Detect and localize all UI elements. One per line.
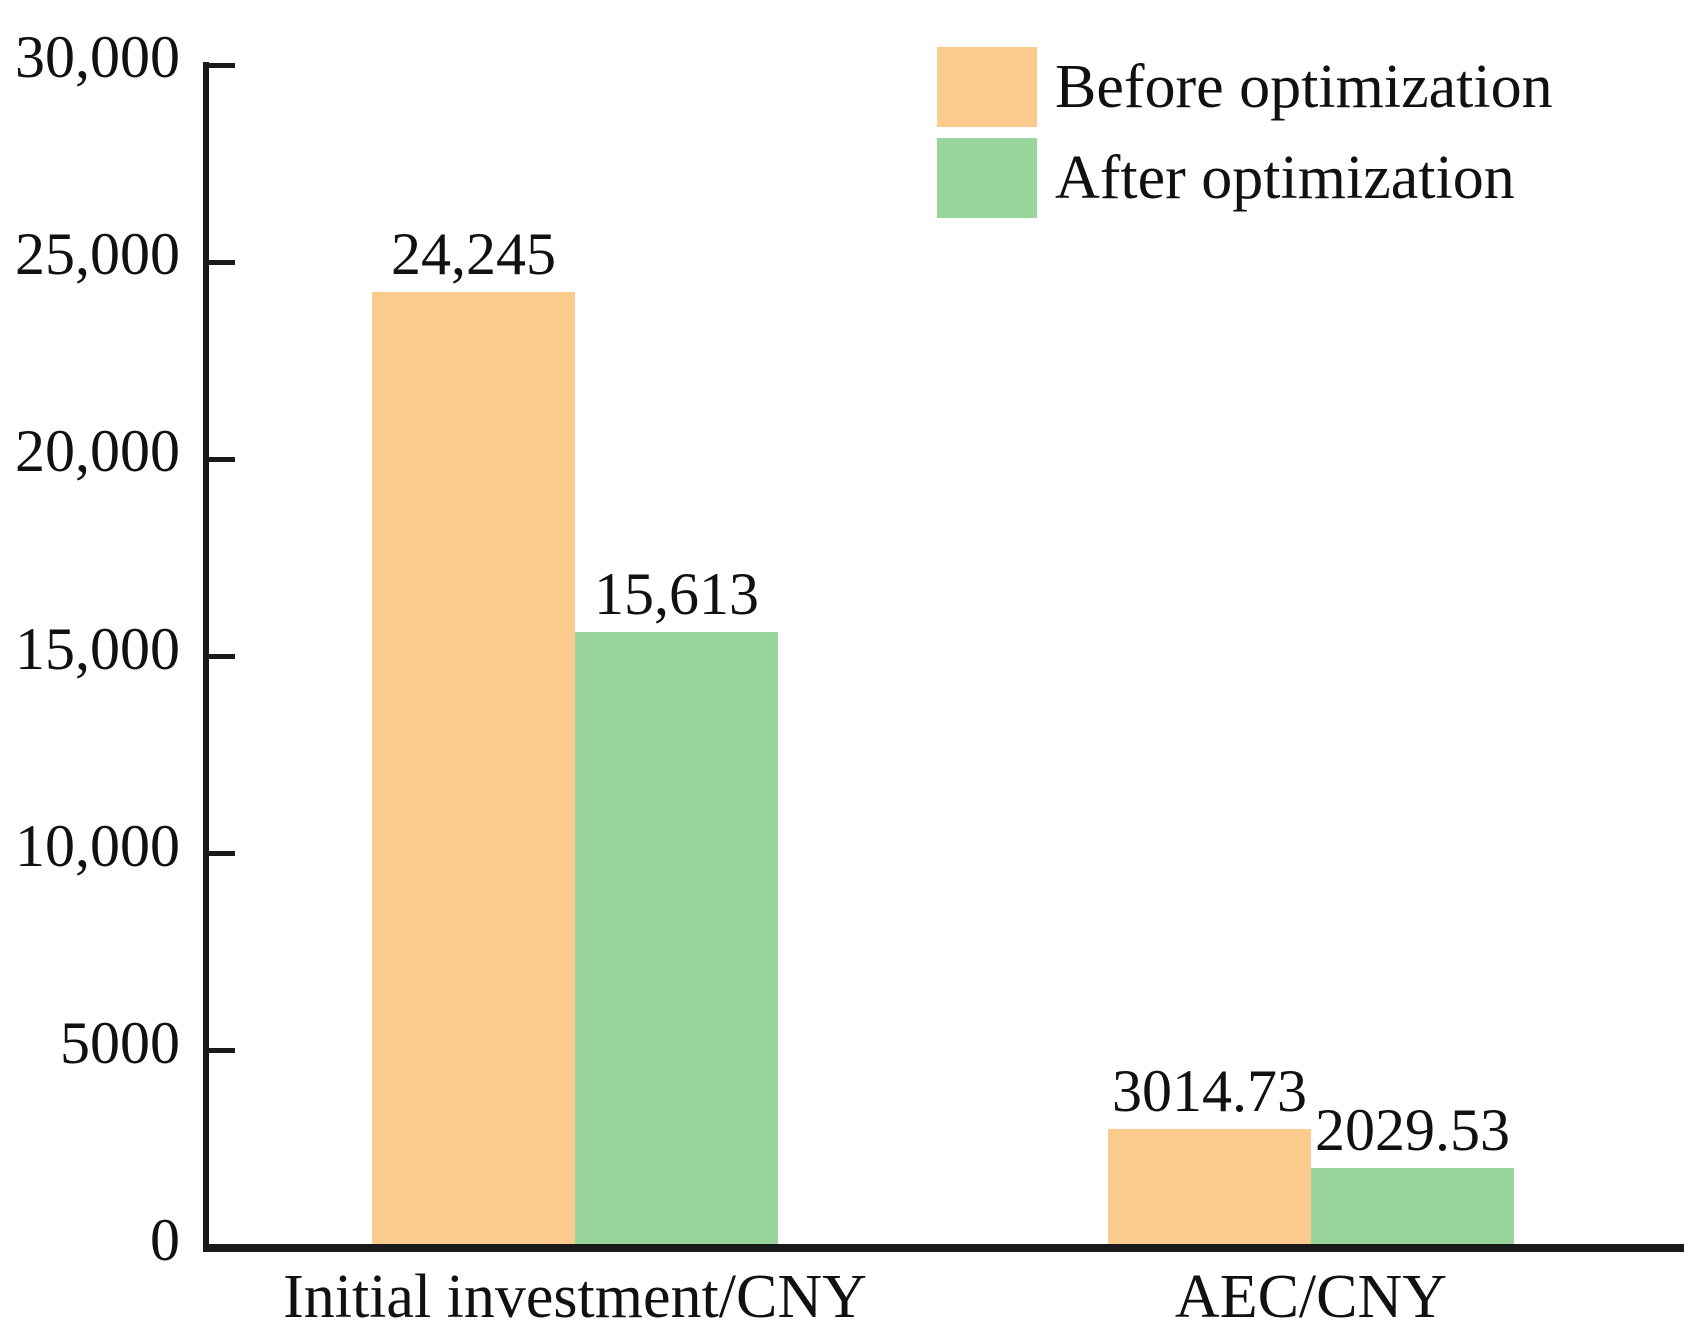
- y-axis-tick: [209, 654, 235, 659]
- y-axis-tick-label: 15,000: [15, 615, 180, 682]
- y-axis-tick-label: 25,000: [15, 221, 180, 288]
- bar-value-label: 24,245: [391, 220, 556, 287]
- x-category-label: Initial investment/CNY: [283, 1263, 867, 1331]
- bar-value-label: 2029.53: [1315, 1096, 1510, 1163]
- x-axis-line: [203, 1244, 1684, 1252]
- legend-swatch-after: [937, 138, 1037, 218]
- y-axis-tick: [209, 1048, 235, 1054]
- y-axis-tick-label: 5000: [60, 1009, 180, 1076]
- y-axis-tick: [209, 851, 235, 857]
- legend-swatch-before: [937, 47, 1037, 127]
- bar-before-group1: [372, 291, 575, 1244]
- y-axis-tick-label: 10,000: [15, 812, 180, 879]
- y-axis-line: [203, 62, 209, 1252]
- legend-label-before: Before optimization: [1055, 53, 1553, 121]
- y-axis-tick: [209, 259, 235, 265]
- y-axis-tick-label: 0: [150, 1207, 180, 1273]
- y-axis-tick-label: 20,000: [15, 418, 180, 485]
- bar-value-label: 3014.73: [1112, 1058, 1307, 1125]
- y-axis-tick: [209, 456, 235, 462]
- bar-after-group2: [1311, 1167, 1514, 1244]
- bar-after-group1: [575, 632, 778, 1244]
- y-axis-tick: [209, 62, 235, 68]
- bar-value-label: 15,613: [594, 561, 759, 628]
- y-axis-tick-label: 30,000: [15, 24, 180, 90]
- legend-label-after: After optimization: [1055, 144, 1515, 212]
- bar-before-group2: [1108, 1129, 1311, 1244]
- x-category-label: AEC/CNY: [1174, 1263, 1448, 1331]
